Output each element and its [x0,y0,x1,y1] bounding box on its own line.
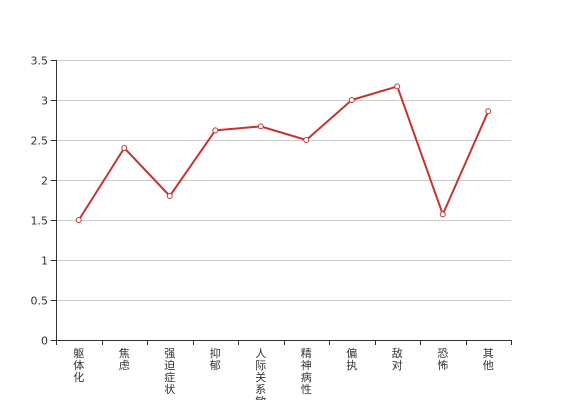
data-point[interactable] [485,108,492,115]
data-point[interactable] [439,211,446,218]
y-tick-label: 1.5 [31,215,49,228]
x-category-label: 精神病性 [301,347,312,396]
data-point[interactable] [121,145,128,151]
data-point[interactable] [75,217,82,223]
data-point[interactable] [257,123,264,130]
y-tick-label: 3 [41,95,48,108]
y-tick-label: 3.5 [31,55,49,68]
x-category-label: 偏执 [346,346,357,372]
y-tick-label: 2 [41,175,48,188]
y-tick-label: 1 [41,255,48,268]
y-tick-label: 2.5 [31,135,49,148]
y-tick-label: 0.5 [31,295,49,308]
x-category-label: 人际关系敏感 [255,347,266,400]
x-category-label: 强迫症状 [164,347,175,396]
data-point[interactable] [166,193,173,199]
data-point[interactable] [348,97,355,103]
data-point[interactable] [303,137,310,143]
x-axis-ticks [56,340,512,345]
x-category-label: 躯体化 [73,347,84,384]
y-axis-tick-labels: 0 0.5 1 1.5 2 2.5 3 3.5 [31,55,56,348]
grid-lines [56,60,511,340]
series-line [77,85,490,221]
x-category-label: 其他 [483,347,494,372]
x-axis-category-labels: 躯体化 焦虑 强迫症状 抑郁 人际关系敏感 精神病性 偏执 敌对 恐怖 其他 [73,346,494,400]
x-category-label: 敌对 [392,346,403,372]
x-category-label: 焦虑 [119,347,130,372]
data-point[interactable] [212,127,219,134]
series-layer [75,83,492,223]
x-category-label: 抑郁 [210,346,221,372]
x-category-label: 恐怖 [437,347,448,372]
y-tick-label: 0 [41,335,48,348]
data-point[interactable] [394,83,401,90]
